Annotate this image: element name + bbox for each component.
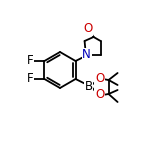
Text: O: O — [95, 73, 104, 85]
Text: O: O — [95, 88, 104, 102]
Text: F: F — [27, 55, 34, 67]
Text: B: B — [85, 79, 93, 93]
Text: N: N — [82, 48, 91, 62]
Text: O: O — [83, 22, 92, 36]
Text: F: F — [27, 73, 34, 85]
